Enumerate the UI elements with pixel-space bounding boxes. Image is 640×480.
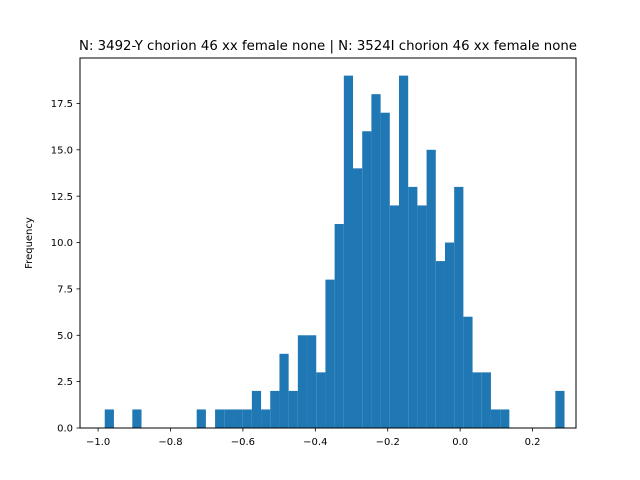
histogram-bar-38 — [454, 186, 464, 428]
histogram-bar-39 — [463, 316, 473, 428]
chart-title: N: 3492-Y chorion 46 xx female none | N:… — [79, 39, 577, 54]
histogram-bar-41 — [481, 372, 491, 428]
x-tick-label-1: −0.8 — [158, 437, 182, 448]
x-tick-label-6: 0.2 — [525, 437, 541, 448]
histogram-bar-36 — [435, 261, 445, 428]
y-tick-label-1: 2.5 — [57, 377, 73, 388]
y-tick-label-6: 15.0 — [51, 145, 73, 156]
histogram-bar-28 — [362, 131, 372, 428]
histogram-bar-22 — [307, 335, 317, 428]
y-axis-label: Frequency — [24, 217, 35, 269]
histogram-bar-18 — [270, 390, 280, 428]
y-tick-label-3: 7.5 — [57, 285, 73, 296]
histogram-bar-15 — [242, 409, 252, 428]
x-tick-label-2: −0.6 — [231, 437, 255, 448]
histogram-bars — [104, 75, 565, 429]
histogram-bar-17 — [261, 409, 271, 428]
y-tick-label-2: 5.0 — [57, 331, 73, 342]
y-tick-label-4: 10.0 — [51, 238, 73, 249]
histogram-bar-19 — [279, 353, 289, 428]
histogram-bar-43 — [500, 409, 510, 428]
histogram-bar-12 — [215, 409, 225, 428]
histogram-bar-16 — [251, 390, 262, 428]
histogram-bar-24 — [325, 279, 335, 428]
histogram-bar-35 — [426, 149, 436, 428]
histogram-bar-13 — [224, 409, 234, 428]
histogram-bar-30 — [380, 112, 390, 428]
histogram-bar-29 — [371, 94, 381, 429]
histogram-bar-31 — [389, 205, 399, 428]
histogram-bar-42 — [490, 409, 501, 428]
y-tick-label-7: 17.5 — [51, 99, 73, 110]
histogram-bar-14 — [233, 409, 243, 428]
x-tick-label-5: 0.0 — [452, 437, 468, 448]
histogram-bar-27 — [353, 168, 363, 428]
histogram-bar-25 — [334, 223, 344, 428]
histogram-bar-32 — [398, 75, 409, 428]
histogram-bar-33 — [408, 186, 418, 428]
histogram-bar-10 — [196, 409, 206, 428]
histogram-bar-20 — [288, 390, 298, 428]
x-axis-ticks: −1.0 −0.8 −0.6 −0.4 −0.2 0.0 0.2 — [86, 428, 541, 448]
histogram-bar-37 — [444, 242, 455, 428]
histogram-bar-34 — [417, 205, 427, 428]
histogram-bar-3 — [132, 409, 142, 428]
y-tick-label-0: 0.0 — [57, 424, 73, 435]
y-tick-label-5: 12.5 — [51, 192, 73, 203]
y-axis-ticks: 0.0 2.5 5.0 7.5 10.0 12.5 15.0 17.5 — [51, 99, 80, 435]
histogram-bar-23 — [316, 372, 326, 428]
histogram-bar-0 — [104, 409, 114, 428]
histogram-bar-49 — [555, 390, 565, 428]
x-tick-label-3: −0.4 — [303, 437, 327, 448]
histogram-bar-40 — [472, 372, 482, 428]
histogram-bar-21 — [297, 335, 308, 428]
plot-area-frame — [79, 57, 577, 429]
histogram-bar-26 — [343, 75, 354, 428]
x-tick-label-4: −0.2 — [376, 437, 400, 448]
x-tick-label-0: −1.0 — [86, 437, 110, 448]
